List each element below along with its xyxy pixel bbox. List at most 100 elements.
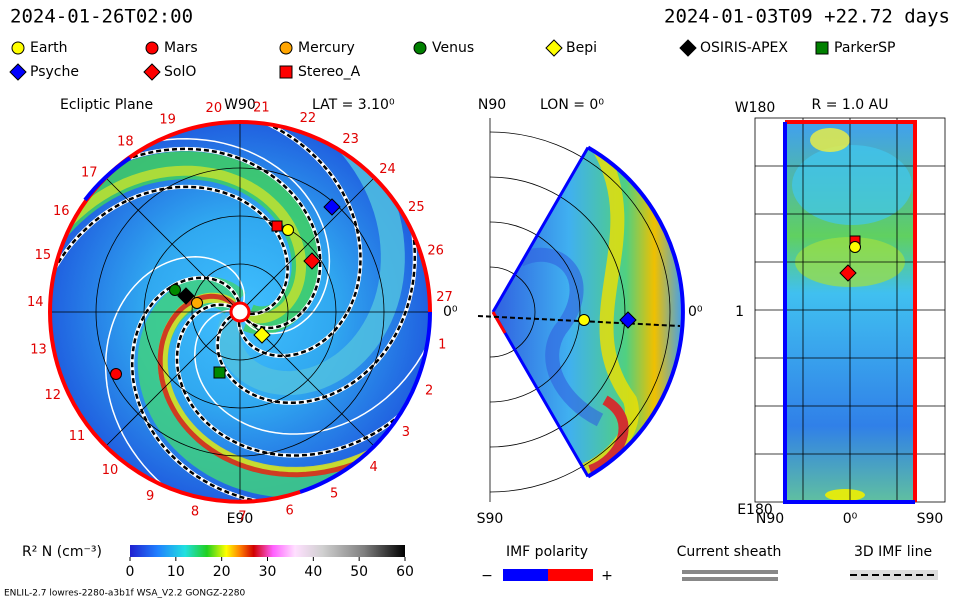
legend-marker [143, 63, 161, 81]
colorbar-tick-label: 0 [126, 564, 135, 580]
footer: ENLIL-2.7 lowres-2280-a3b1f WSA_V2.2 GON… [4, 589, 246, 599]
imf-minus: − [481, 568, 493, 584]
legend-label: Psyche [30, 64, 79, 80]
imf-negative [503, 569, 548, 581]
right-label: 0⁰ [688, 304, 703, 320]
top-label: N90 [478, 97, 506, 113]
bottom-label: S90 [477, 511, 504, 527]
info-label: LON = 0⁰ [540, 97, 604, 113]
sector-label: 18 [117, 135, 134, 150]
density-band [50, 165, 307, 324]
sector-label: 12 [44, 388, 61, 403]
colorbar-tick-label: 40 [304, 564, 322, 580]
sector-label: 7 [238, 509, 246, 524]
sector-label: 3 [402, 425, 410, 440]
polarity-rim [299, 311, 432, 494]
sector-label: 2 [425, 384, 433, 399]
imf-spiral [50, 184, 290, 368]
legend-marker [279, 41, 293, 55]
polarity-edge [491, 146, 590, 313]
density-band [216, 122, 405, 396]
imf-line [477, 315, 681, 327]
bepi-marker [253, 326, 271, 344]
legend-label: OSIRIS-APEX [700, 40, 788, 56]
density-band [137, 276, 430, 498]
map-feature [792, 145, 912, 225]
sector-label: 8 [191, 505, 199, 520]
legend-label: SolO [164, 64, 196, 80]
sector-label: 23 [342, 132, 359, 147]
sector-label: 26 [427, 243, 444, 258]
sector-label: 11 [69, 429, 86, 444]
sector-label: 17 [81, 166, 98, 181]
sector-label: 25 [408, 200, 425, 215]
sphere-panel: W180 R = 1.0 AU E180 1 N90 0⁰ S90 [735, 97, 946, 527]
meridional-panel: N90 LON = 0⁰ S90 0⁰ [477, 97, 703, 527]
stereo-a-marker [271, 220, 283, 232]
sun [229, 301, 251, 323]
legend-label: Stereo_A [298, 64, 361, 80]
venus-marker [169, 284, 181, 296]
polarity-rim [785, 120, 917, 502]
sector-label: 27 [436, 290, 453, 305]
right-label: 0⁰ [443, 304, 458, 320]
right-time: 2024-01-03T09 +22.72 days [664, 6, 950, 28]
meridional-wedge [493, 147, 683, 477]
legend-label: ParkerSP [834, 40, 895, 56]
sector-label: 19 [159, 113, 176, 128]
sector-label: 9 [146, 489, 154, 504]
left-time: 2024-01-26T02:00 [10, 6, 193, 28]
sector-label: 6 [285, 503, 293, 518]
colorbar-tick-label: 50 [350, 564, 368, 580]
colorbar-tick-label: 60 [396, 564, 414, 580]
top-label: W180 [735, 100, 776, 116]
colorbar-tick-label: 20 [213, 564, 231, 580]
parker-marker [213, 366, 226, 379]
sector-label: 10 [102, 463, 119, 478]
imf-positive [548, 569, 593, 581]
legend-marker [545, 39, 563, 57]
earth-marker [578, 314, 590, 326]
field-line [104, 256, 260, 502]
imf-spiral [215, 137, 417, 405]
legend-marker [9, 63, 27, 81]
imf-spiral [130, 275, 362, 502]
x-label: N90 [756, 511, 784, 527]
sector-label: 22 [300, 111, 317, 126]
map-feature [825, 489, 865, 501]
field-line [194, 243, 430, 435]
sector-label: 14 [27, 295, 44, 310]
solo-marker [303, 252, 321, 270]
polarity-rim [586, 145, 685, 479]
imf-spiral [165, 122, 363, 358]
sector-label: 5 [330, 487, 338, 502]
x-label: S90 [917, 511, 944, 527]
sector-label: 20 [206, 101, 223, 116]
colorbar-tick-label: 30 [259, 564, 277, 580]
earth-marker [282, 224, 294, 236]
panel-title: Ecliptic Plane [60, 97, 153, 113]
polarity-edge [491, 311, 590, 478]
colorbar [130, 545, 405, 557]
sector-label: 15 [35, 248, 52, 263]
colorbar-ticks: 0 10 20 30 40 50 60 [126, 557, 414, 580]
spiral-structure [50, 122, 430, 502]
imf-spiral [50, 146, 323, 330]
colorbar-tick-label: 10 [167, 564, 185, 580]
polarity-rim [83, 156, 132, 202]
polarity-rim [783, 122, 915, 504]
sector-label: 21 [253, 101, 270, 116]
field-line [62, 138, 331, 335]
mars-marker [110, 368, 122, 380]
polarity-rim [239, 120, 432, 313]
legend-marker [279, 65, 293, 79]
imf-title: IMF polarity [506, 544, 588, 560]
legend: Earth Mars Mercury Venus Bepi OSIRIS-APEX Park… [9, 39, 895, 81]
sector-label: 4 [369, 460, 377, 475]
current-sheath-title: Current sheath [677, 544, 782, 560]
legend-marker [413, 41, 427, 55]
legend-label: Mars [164, 40, 198, 56]
legend-marker [145, 41, 159, 55]
